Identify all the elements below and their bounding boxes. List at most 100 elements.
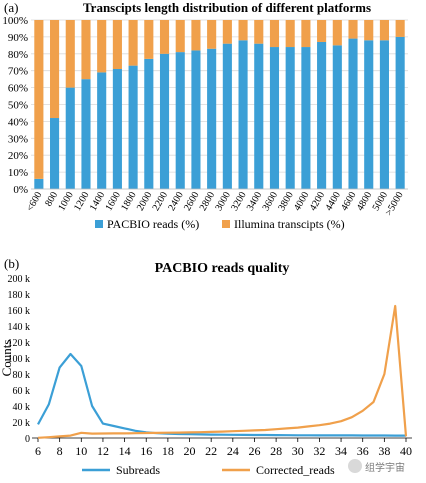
bar-illumina: [222, 20, 232, 44]
y-tick-label: 200 k: [8, 274, 31, 285]
bar-pacbio: [112, 69, 122, 189]
bar-pacbio: [144, 58, 154, 190]
y-tick-label: 20 k: [13, 418, 31, 429]
y-tick-label: 80%: [8, 49, 28, 61]
legend-label-subreads: Subreads: [116, 463, 160, 477]
bar-illumina: [191, 20, 201, 51]
x-tick-label: 3400: [245, 190, 265, 213]
bar-pacbio: [238, 40, 248, 189]
bar-illumina: [395, 20, 405, 37]
y-tick-label: 80 k: [13, 370, 31, 381]
y-tick-label: 60 k: [13, 386, 31, 397]
bar-illumina: [175, 20, 185, 53]
x-tick-label: 1200: [72, 190, 92, 213]
bar-illumina: [301, 20, 311, 48]
x-tick-label: 38: [378, 444, 390, 458]
x-tick-label: 34: [335, 444, 347, 458]
bar-illumina: [207, 20, 217, 49]
y-tick-label: 70%: [8, 66, 28, 78]
x-tick-label: 3800: [276, 190, 296, 213]
legend-swatch-pacbio: [95, 220, 103, 228]
x-tick-label: 20: [184, 444, 196, 458]
chart-b-ylabel: Counts: [0, 340, 14, 377]
bar-pacbio: [364, 40, 374, 189]
y-tick-label: 120 k: [8, 338, 31, 349]
legend-label-pacbio: PACBIO reads (%): [107, 217, 199, 231]
y-tick-label: 40 k: [13, 402, 31, 413]
watermark-text: 组学宇宙: [365, 462, 405, 474]
x-tick-label: 4600: [339, 190, 359, 213]
y-tick-label: 180 k: [8, 290, 31, 301]
x-tick-label: 24: [227, 444, 239, 458]
legend-swatch-illumina: [222, 220, 230, 228]
bar-pacbio: [97, 72, 107, 189]
series-line-corrected-reads: [37, 304, 408, 439]
x-tick-label: 26: [248, 444, 260, 458]
bar-pacbio: [81, 79, 91, 189]
x-tick-label: 1000: [56, 190, 76, 213]
panel-b-label: (b): [4, 256, 19, 271]
bar-illumina: [65, 20, 75, 88]
y-tick-label: 100%: [2, 15, 28, 27]
bar-pacbio: [128, 65, 138, 189]
chart-a-gridlines: [31, 19, 408, 190]
chart-a-y-axis: 0% 10% 20% 30% 40% 50% 60% 70% 80% 90% 100%: [2, 15, 28, 196]
bar-pacbio: [175, 52, 185, 189]
x-tick-label: 4800: [355, 190, 375, 213]
x-tick-label: 3000: [213, 190, 233, 213]
series-line-subreads: [37, 352, 406, 437]
bar-pacbio: [379, 40, 389, 189]
bar-illumina: [364, 20, 374, 41]
panel-a-label: (a): [4, 0, 18, 15]
x-tick-label: 22: [205, 444, 217, 458]
bar-illumina: [379, 20, 389, 41]
bar-illumina: [254, 20, 264, 44]
bar-pacbio: [285, 47, 295, 189]
bar-pacbio: [348, 38, 358, 190]
bar-illumina: [81, 20, 91, 80]
bar-illumina: [238, 20, 248, 41]
y-tick-label: 160 k: [8, 306, 31, 317]
chart-a-legend: PACBIO reads (%) Illumina transcipts (%): [95, 217, 345, 231]
bar-pacbio: [317, 41, 327, 189]
y-tick-label: 60%: [8, 83, 28, 95]
bar-pacbio: [269, 47, 280, 189]
bar-illumina: [144, 20, 154, 59]
y-tick-label: 10%: [8, 167, 28, 179]
bar-pacbio: [254, 43, 264, 189]
chart-b-legend: Subreads Corrected_reads: [82, 463, 335, 477]
x-tick-label: 14: [119, 444, 131, 458]
bar-pacbio: [301, 47, 311, 189]
x-tick-label: 2200: [151, 190, 171, 213]
y-tick-label: 0: [25, 434, 30, 445]
y-tick-label: 20%: [8, 150, 28, 162]
bar-pacbio: [65, 87, 75, 189]
x-tick-label: 30: [292, 444, 304, 458]
x-tick-label: 40: [400, 444, 412, 458]
x-tick-label: 3600: [261, 190, 281, 213]
bar-illumina: [269, 20, 280, 48]
bar-pacbio: [34, 178, 44, 189]
x-tick-label: 12: [97, 444, 109, 458]
bar-illumina: [332, 20, 342, 46]
x-tick-label: 3200: [229, 190, 249, 213]
y-tick-label: 40%: [8, 116, 28, 128]
x-tick-label: 2800: [198, 190, 218, 213]
x-tick-label: 1400: [88, 190, 108, 213]
bar-illumina: [317, 20, 327, 42]
bar-pacbio: [50, 118, 60, 189]
x-tick-label: 18: [162, 444, 174, 458]
x-tick-label: 2000: [135, 190, 155, 213]
bar-illumina: [97, 20, 107, 73]
x-tick-label: 36: [357, 444, 369, 458]
chart-b-y-axis: 0 20 k 40 k 60 k 80 k 100 k 120 k 140 k 160 k 180…: [8, 274, 31, 445]
x-tick-label: 4200: [308, 190, 328, 213]
y-tick-label: 100 k: [8, 354, 31, 365]
bar-pacbio: [332, 45, 342, 189]
legend-label-corrected: Corrected_reads: [256, 463, 335, 477]
x-tick-label: 16: [140, 444, 152, 458]
chart-a-bars: [34, 20, 405, 190]
legend-label-illumina: Illumina transcipts (%): [234, 217, 345, 231]
